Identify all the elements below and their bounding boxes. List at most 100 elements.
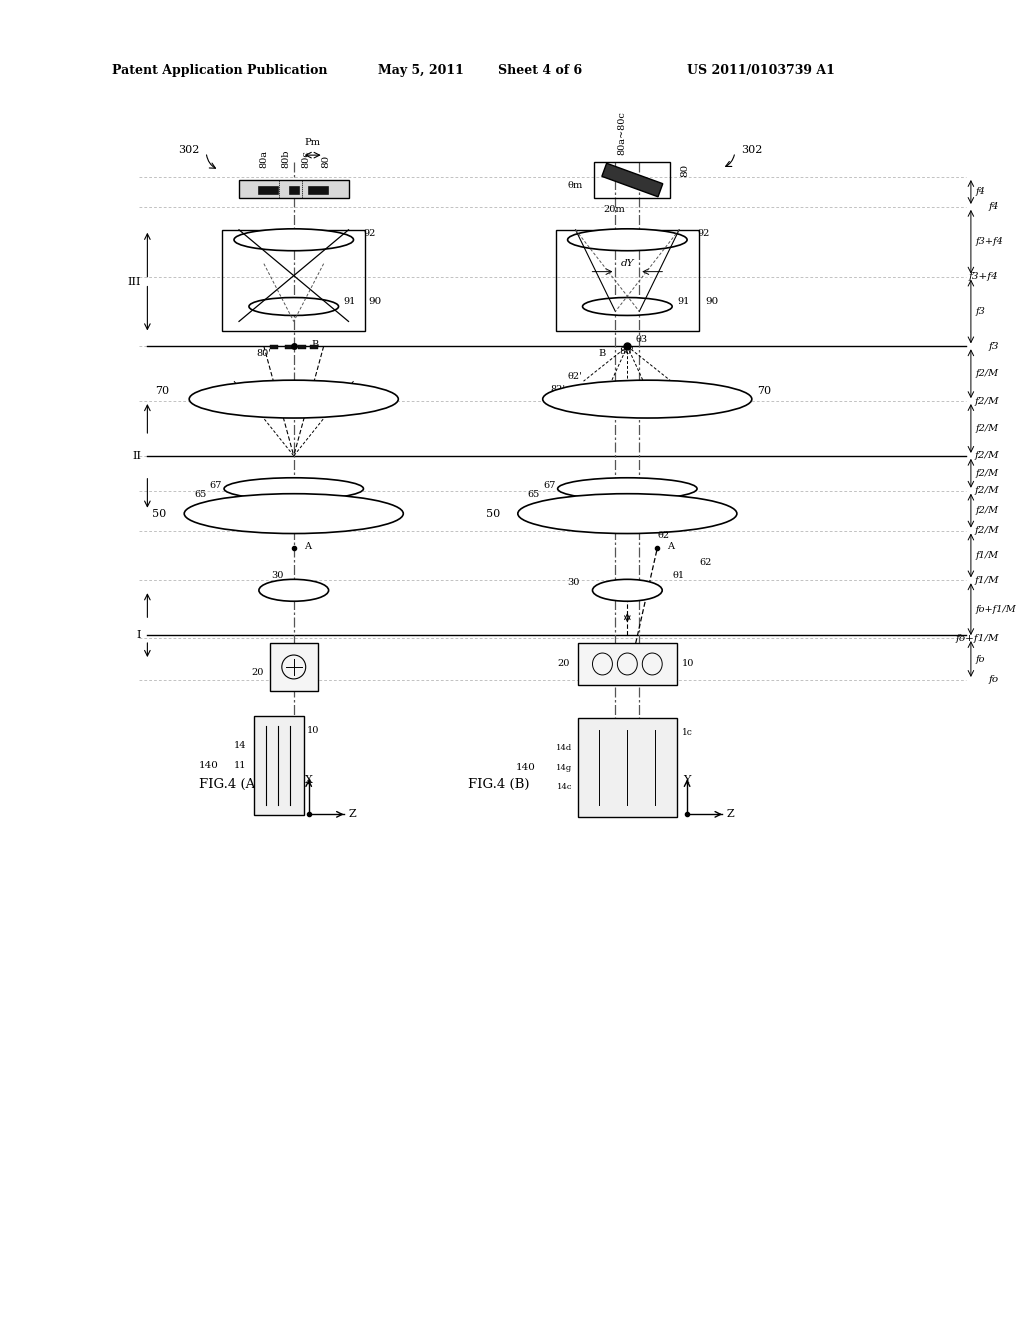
Text: 70: 70 (156, 387, 169, 396)
Text: f4: f4 (988, 202, 998, 211)
Text: f2/M: f2/M (976, 424, 999, 433)
Text: θm: θm (567, 181, 583, 190)
Text: fo+f1/M: fo+f1/M (976, 605, 1017, 614)
Ellipse shape (593, 579, 663, 601)
Text: 30: 30 (567, 578, 580, 587)
Text: Z: Z (348, 809, 356, 820)
Text: 80': 80' (257, 348, 271, 358)
Text: B: B (311, 339, 318, 348)
Text: f2/M: f2/M (974, 486, 998, 495)
Text: 80: 80 (680, 164, 689, 177)
Text: 62: 62 (699, 558, 712, 566)
Text: I: I (137, 630, 141, 640)
Text: f2/M: f2/M (976, 370, 999, 379)
Text: 14c: 14c (557, 784, 572, 792)
Text: 82': 82' (551, 384, 565, 393)
Text: 20: 20 (557, 660, 569, 668)
Text: 80a~80c: 80a~80c (617, 111, 627, 156)
Ellipse shape (558, 478, 697, 500)
Text: Y: Y (683, 775, 691, 784)
Text: 80': 80' (620, 347, 635, 356)
Bar (556, 230, 699, 331)
Text: f4: f4 (976, 187, 986, 197)
Text: 91: 91 (343, 297, 356, 306)
Text: FIG.4 (A): FIG.4 (A) (199, 777, 260, 791)
Text: f1/M: f1/M (976, 550, 999, 560)
Bar (289, 186, 299, 194)
Ellipse shape (259, 579, 329, 601)
Text: fo: fo (976, 655, 985, 664)
Text: 80a: 80a (259, 150, 268, 168)
Text: θ1: θ1 (672, 570, 684, 579)
Text: 92: 92 (697, 230, 710, 239)
Text: A: A (668, 543, 674, 550)
Bar (222, 230, 366, 331)
Text: 140: 140 (516, 763, 536, 772)
Text: P3: P3 (650, 779, 660, 787)
Text: 20m: 20m (603, 206, 626, 214)
Text: f3: f3 (976, 308, 986, 315)
Text: f1/M: f1/M (974, 576, 998, 585)
Text: dY: dY (621, 259, 634, 268)
Bar (270, 346, 278, 350)
Text: 11a: 11a (592, 793, 606, 801)
Bar (307, 186, 328, 194)
Bar (254, 715, 304, 816)
Bar (309, 346, 317, 350)
Text: 80c: 80c (301, 150, 310, 168)
Text: 302: 302 (178, 145, 200, 156)
Text: f2/M: f2/M (974, 527, 998, 535)
Bar (270, 643, 317, 690)
Text: 65: 65 (194, 490, 206, 499)
Text: B: B (598, 348, 605, 358)
Text: f2/M: f2/M (976, 506, 999, 515)
Bar (258, 186, 278, 194)
Text: f2/M: f2/M (974, 451, 998, 461)
Text: 302: 302 (741, 145, 763, 156)
Text: May 5, 2011: May 5, 2011 (379, 63, 464, 77)
Text: f3: f3 (988, 342, 998, 351)
Text: Sheet 4 of 6: Sheet 4 of 6 (498, 63, 582, 77)
Text: θ2: θ2 (657, 531, 670, 540)
Text: 65: 65 (527, 490, 540, 499)
Text: f3+f4: f3+f4 (969, 272, 998, 281)
Ellipse shape (224, 478, 364, 500)
Ellipse shape (249, 297, 339, 315)
Bar (578, 643, 677, 685)
Ellipse shape (234, 228, 353, 251)
Text: II: II (132, 451, 141, 461)
Text: 92: 92 (364, 230, 376, 239)
Text: X: X (305, 775, 312, 784)
Text: 67: 67 (544, 482, 556, 490)
Text: f3+f4: f3+f4 (976, 238, 1004, 247)
Text: 14d: 14d (556, 743, 572, 751)
Text: US 2011/0103739 A1: US 2011/0103739 A1 (687, 63, 835, 77)
Text: 67: 67 (210, 482, 222, 490)
Bar (285, 346, 293, 350)
Text: 1c: 1c (682, 729, 693, 737)
Text: 90: 90 (705, 297, 718, 306)
Text: P2: P2 (623, 779, 633, 787)
Ellipse shape (583, 297, 672, 315)
Text: 11b: 11b (621, 793, 635, 801)
Text: 140: 140 (200, 762, 219, 770)
Text: 14: 14 (233, 741, 246, 750)
Bar (595, 162, 670, 198)
Text: 70: 70 (757, 387, 771, 396)
Text: Z: Z (727, 809, 734, 820)
Text: 30: 30 (271, 570, 284, 579)
Text: 90: 90 (369, 297, 382, 306)
Text: 80: 80 (322, 154, 330, 168)
Text: fo: fo (988, 676, 998, 684)
Ellipse shape (518, 494, 737, 533)
Text: 14g: 14g (556, 763, 572, 772)
Text: f2/M: f2/M (976, 469, 999, 478)
Text: θ3: θ3 (635, 335, 647, 343)
Ellipse shape (189, 380, 398, 418)
Text: 11c: 11c (648, 793, 663, 801)
Text: 91: 91 (677, 297, 689, 306)
Ellipse shape (184, 494, 403, 533)
Text: fo+f1/M: fo+f1/M (955, 634, 998, 643)
Text: P1: P1 (595, 779, 604, 787)
Bar (602, 164, 663, 197)
